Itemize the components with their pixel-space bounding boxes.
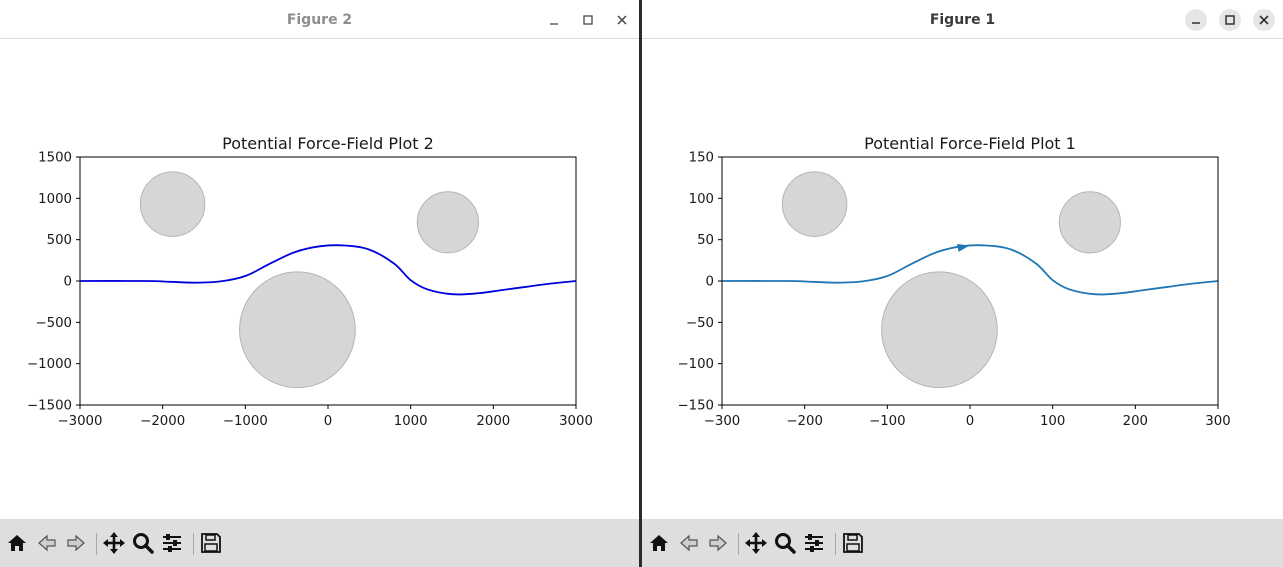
window-title: Figure 1 [929,12,996,28]
plot-title: Potential Force-Field Plot 2 [222,134,434,153]
home-icon [650,535,668,551]
y-tick-label: 1000 [38,192,72,207]
close-icon [1259,15,1269,25]
maximize-icon [583,15,593,25]
figure-1-window[interactable]: Figure 1 Potential Force-Field Plot 1 −30… [642,0,1283,567]
toolbar-separator [835,533,836,555]
configure-icon [805,534,823,552]
minimize-icon [550,23,558,25]
forward-button[interactable] [705,530,731,556]
pan-button[interactable] [743,530,769,556]
x-tick-label: 1000 [394,414,428,429]
y-tick-label: −500 [35,316,72,331]
x-tick-label: 0 [966,414,974,429]
x-tick-label: −100 [869,414,906,429]
trajectory-line [79,244,577,296]
forward-button[interactable] [63,530,89,556]
home-button[interactable] [646,530,672,556]
back-icon [680,534,698,552]
zoom-icon [133,533,154,554]
obstacle-circle [1058,191,1121,254]
y-tick-label: 0 [706,275,714,290]
title-bar[interactable]: Figure 1 [642,0,1283,39]
pan-icon [745,532,767,554]
plot-canvas[interactable]: Potential Force-Field Plot 2 −3000 −2000 −1… [0,39,639,519]
y-tick-label: −100 [677,357,714,372]
close-icon [617,15,627,25]
zoom-icon [775,533,796,554]
y-tick-label: 150 [689,151,714,166]
minimize-button[interactable] [1185,9,1207,31]
x-tick-label: 100 [1040,414,1065,429]
configure-button[interactable] [159,530,185,556]
obstacle-circle [781,171,848,237]
navigation-toolbar [642,519,1283,567]
x-tick-label: 0 [324,414,332,429]
y-tick-label: 100 [689,192,714,207]
navigation-toolbar [0,519,639,567]
y-tick-label: 500 [47,233,72,248]
obstacle-circle [139,171,206,237]
x-tick-label: −2000 [140,414,185,429]
plot-canvas[interactable]: Potential Force-Field Plot 1 −300 −200 −100… [642,39,1283,519]
y-tick-label: −50 [686,316,714,331]
y-tick-label: −1000 [27,357,72,372]
toolbar-separator [193,533,194,555]
x-tick-label: −3000 [58,414,103,429]
back-icon [38,534,56,552]
x-tick-label: 200 [1123,414,1148,429]
configure-button[interactable] [801,530,827,556]
close-button[interactable] [1253,9,1275,31]
plot-title: Potential Force-Field Plot 1 [864,134,1076,153]
x-tick-label: 2000 [476,414,510,429]
direction-arrow [956,244,970,252]
home-button[interactable] [4,530,30,556]
zoom-button[interactable] [772,530,798,556]
close-button[interactable] [611,9,633,31]
toolbar-separator [738,533,739,555]
figure-2-window[interactable]: Figure 2 Potential Force-Field Plot 2 −30… [0,0,639,567]
minimize-icon [1192,22,1200,24]
y-tick-label: 50 [697,233,714,248]
maximize-icon [1225,15,1235,25]
x-tick-label: 300 [1205,414,1230,429]
back-button[interactable] [676,530,702,556]
x-tick-label: −200 [786,414,823,429]
save-icon [843,533,863,553]
toolbar-separator [96,533,97,555]
save-button[interactable] [198,530,224,556]
home-icon [8,535,26,551]
y-tick-label: −1500 [27,399,72,414]
y-tick-label: 0 [64,275,72,290]
pan-icon [103,532,125,554]
forward-icon [67,534,85,552]
window-title: Figure 2 [286,12,353,28]
x-tick-label: −300 [704,414,741,429]
obstacle-circle [239,271,356,389]
forward-icon [709,534,727,552]
back-button[interactable] [34,530,60,556]
pan-button[interactable] [101,530,127,556]
configure-icon [163,534,181,552]
y-tick-label: −150 [677,399,714,414]
minimize-button[interactable] [543,9,565,31]
trajectory-line [721,244,1219,296]
x-tick-label: −1000 [223,414,268,429]
title-bar[interactable]: Figure 2 [0,0,639,39]
save-button[interactable] [840,530,866,556]
obstacle-circle [416,191,479,254]
obstacle-circle [881,271,998,389]
x-tick-label: 3000 [559,414,593,429]
y-tick-label: 1500 [38,151,72,166]
maximize-button[interactable] [1219,9,1241,31]
zoom-button[interactable] [130,530,156,556]
maximize-button[interactable] [577,9,599,31]
save-icon [201,533,221,553]
